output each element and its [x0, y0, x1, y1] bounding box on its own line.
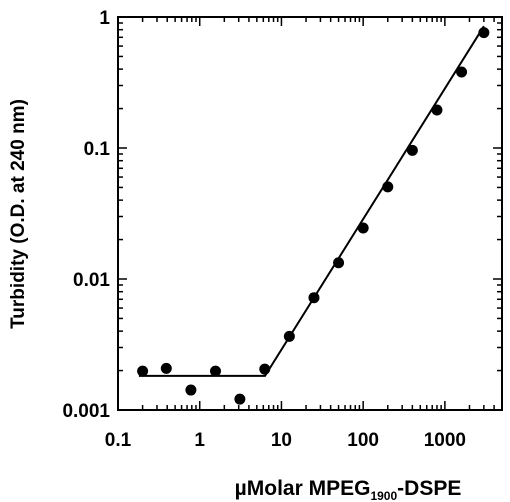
y-axis-label: Turbidity (O.D. at 240 nm): [8, 99, 29, 329]
x-axis-label-suffix: -DSPE: [397, 477, 461, 500]
data-point: [382, 181, 394, 193]
data-point: [406, 144, 418, 156]
data-point: [210, 365, 222, 377]
data-point: [137, 365, 149, 377]
y-tick-label: 0.01: [73, 270, 110, 291]
x-axis-label: µMolar MPEG1900-DSPE: [235, 477, 462, 502]
data-point: [234, 393, 246, 405]
data-point: [185, 384, 197, 396]
x-axis-label-subscript: 1900: [370, 489, 397, 502]
data-points: [137, 27, 490, 405]
data-point: [456, 66, 468, 78]
data-point: [357, 222, 369, 234]
x-tick-label: 10: [271, 430, 292, 451]
y-tick-label: 1: [99, 8, 110, 29]
data-point: [333, 257, 345, 269]
data-point: [160, 362, 172, 374]
tick-labels: 0.1 1 10 100 1000 0.001 0.01 0.1 1: [62, 8, 466, 451]
data-point: [259, 363, 271, 375]
x-tick-label: 100: [347, 430, 379, 451]
axis-ticks: [117, 16, 503, 411]
fit-line: [138, 25, 485, 377]
x-tick-label: 1: [194, 430, 205, 451]
plot-frame: [117, 16, 503, 411]
data-point: [308, 292, 320, 304]
x-tick-label: 1000: [424, 430, 466, 451]
data-point: [431, 104, 443, 116]
y-tick-label: 0.1: [84, 139, 111, 160]
x-axis-label-prefix: µMolar MPEG: [235, 477, 371, 500]
data-point: [283, 330, 295, 342]
data-point: [478, 27, 490, 39]
x-tick-label: 0.1: [105, 430, 132, 451]
y-tick-label: 0.001: [62, 401, 110, 422]
